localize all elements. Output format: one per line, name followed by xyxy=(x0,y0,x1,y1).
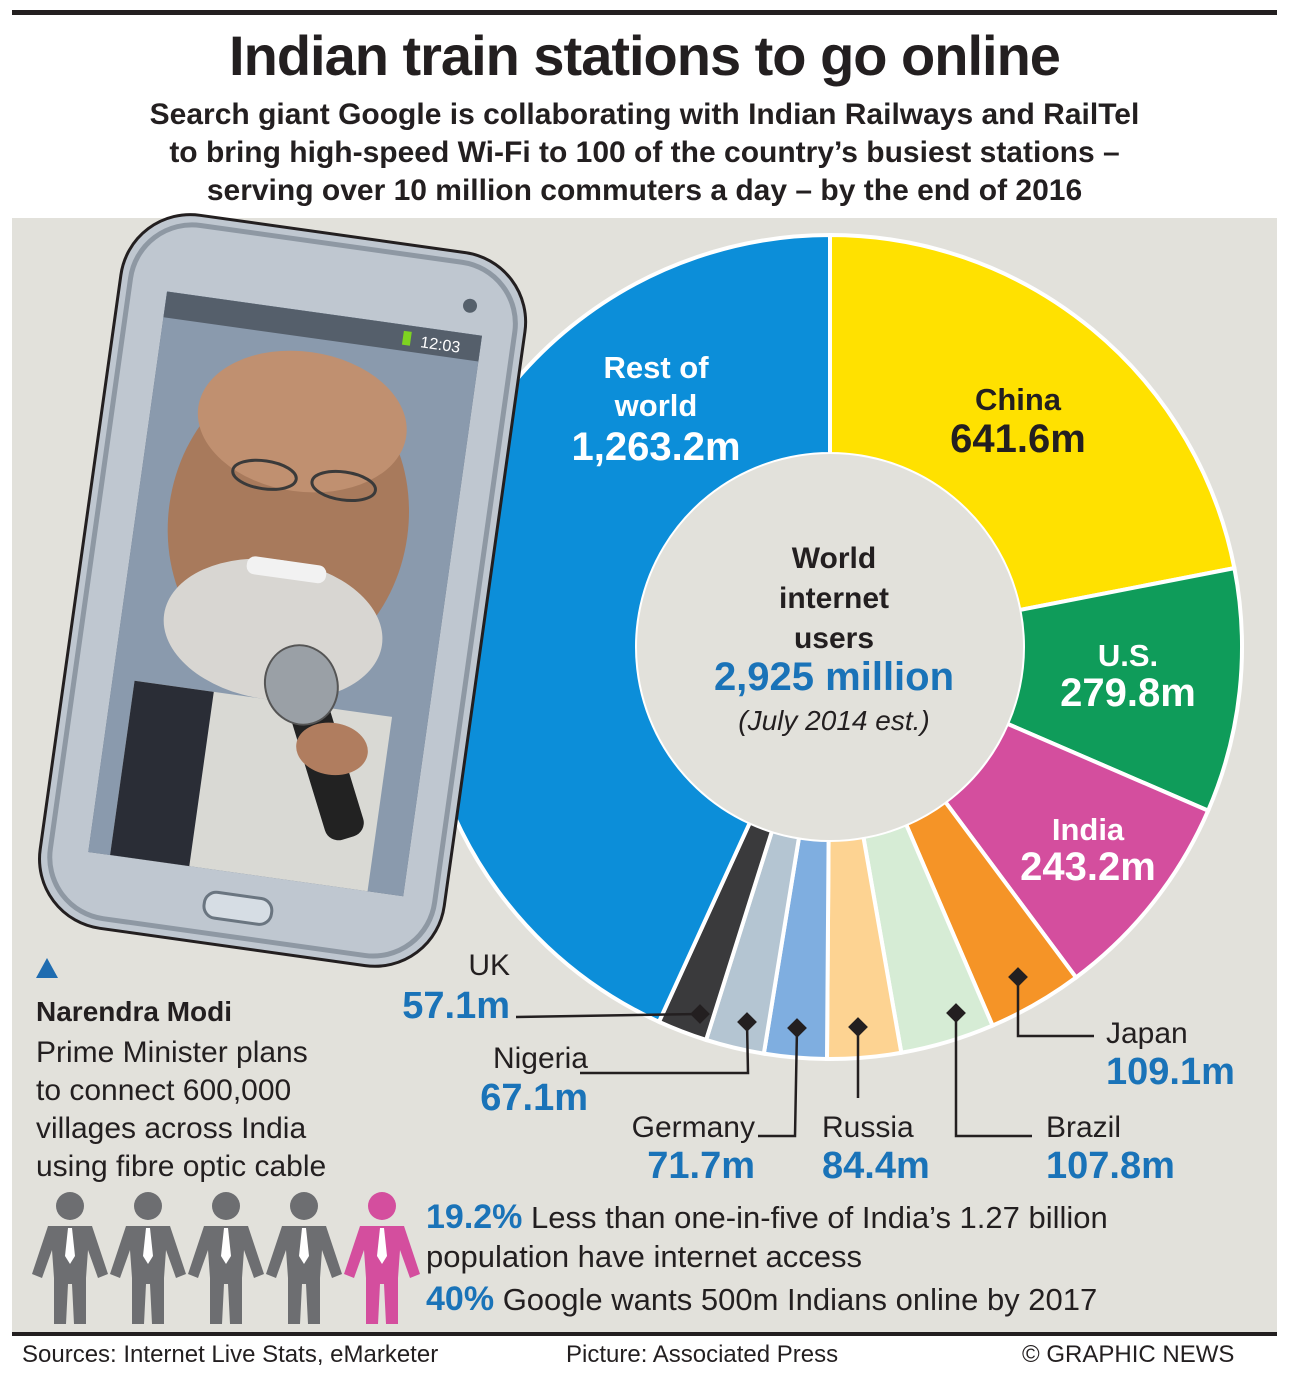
brazil-marker xyxy=(946,1003,966,1023)
person-icon xyxy=(266,1192,342,1324)
portrait-hand xyxy=(296,722,368,776)
leader-lines xyxy=(515,977,1094,1138)
stat-2: 40% Google wants 500m Indians online by … xyxy=(426,1280,1097,1319)
subtitle-line-3: serving over 10 million commuters a day … xyxy=(206,174,1083,207)
brazil-leader xyxy=(954,1013,1032,1138)
front-camera xyxy=(463,298,478,313)
home-button xyxy=(202,890,274,926)
external-labels: UK 57.1m Nigeria 67.1m Germany 71.7m Rus… xyxy=(402,949,1235,1187)
portrait-forehead xyxy=(197,350,407,493)
top-rule xyxy=(12,10,1277,15)
portrait-glasses-left xyxy=(231,458,298,491)
label-germany-value: 71.7m xyxy=(647,1145,755,1187)
person-icon xyxy=(110,1192,186,1324)
phone-clock: 12:03 xyxy=(419,334,461,356)
label-russia-value: 84.4m xyxy=(822,1145,930,1187)
germany-leader xyxy=(758,1027,799,1138)
label-germany-name: Germany xyxy=(632,1111,755,1144)
label-rest-value: 1,263.2m xyxy=(571,425,740,469)
stat-2-text: Google wants 500m Indians online by 2017 xyxy=(502,1282,1098,1317)
label-nigeria-value: 67.1m xyxy=(480,1077,588,1119)
label-rest-line-1: Rest of xyxy=(603,350,709,385)
stat-1-continued: population have internet access xyxy=(426,1239,863,1274)
battery-icon xyxy=(401,330,412,346)
portrait-mustache xyxy=(246,556,327,584)
germany-marker xyxy=(787,1018,807,1038)
center-labels: World internet users 2,925 million (July… xyxy=(714,542,954,736)
label-russia-name: Russia xyxy=(822,1111,914,1144)
label-japan-value: 109.1m xyxy=(1106,1051,1235,1093)
photo-caption-marker xyxy=(36,958,58,978)
label-nigeria-name: Nigeria xyxy=(493,1042,588,1075)
page-title: Indian train stations to go online xyxy=(229,24,1061,87)
center-note: (July 2014 est.) xyxy=(738,705,929,736)
japan-marker xyxy=(1008,967,1028,987)
label-india-value: 243.2m xyxy=(1020,845,1156,889)
caption-line-3: villages across India xyxy=(36,1112,307,1145)
donut-slices xyxy=(416,232,1244,1062)
portrait-glasses-right xyxy=(310,469,377,503)
uk-marker xyxy=(690,1004,710,1024)
subtitle: Search giant Google is collaborating wit… xyxy=(0,96,1289,210)
label-uk-name: UK xyxy=(468,949,510,982)
center-label-line-1: World xyxy=(792,542,876,575)
person-icon-highlighted xyxy=(344,1192,420,1324)
portrait-jacket xyxy=(110,680,214,867)
caption-line-2: to connect 600,000 xyxy=(36,1074,292,1107)
center-label-line-3: users xyxy=(794,622,874,655)
label-china-value: 641.6m xyxy=(950,417,1086,461)
label-brazil-value: 107.8m xyxy=(1046,1145,1175,1187)
label-india-name: India xyxy=(1052,812,1125,847)
footer-picture-credit: Picture: Associated Press xyxy=(566,1341,839,1368)
person-icon xyxy=(188,1192,264,1324)
stat-1-text: Less than one-in-five of India’s 1.27 bi… xyxy=(531,1200,1108,1235)
phone-bezel xyxy=(47,222,518,959)
stat-1-percent: 19.2% xyxy=(426,1198,523,1236)
people-pictogram xyxy=(32,1192,420,1324)
center-total: 2,925 million xyxy=(714,655,954,699)
uk-leader xyxy=(515,1012,701,1019)
label-us-value: 279.8m xyxy=(1060,671,1196,715)
label-rest-line-2: world xyxy=(614,388,698,423)
stat-2-percent: 40% xyxy=(426,1280,495,1318)
leader-diamonds xyxy=(690,967,1028,1038)
nigeria-marker xyxy=(737,1012,757,1032)
person-icon xyxy=(32,1192,108,1324)
subtitle-line-1: Search giant Google is collaborating wit… xyxy=(149,98,1140,131)
bottom-rule xyxy=(12,1332,1277,1336)
stat-1: 19.2% Less than one-in-five of India’s 1… xyxy=(426,1198,1108,1237)
smartphone-illustration: 12:03 xyxy=(38,213,528,968)
subtitle-line-2: to bring high-speed Wi-Fi to 100 of the … xyxy=(169,136,1120,169)
slice-labels: Rest of world 1,263.2m China 641.6m U.S.… xyxy=(571,350,1195,889)
caption-line-4: using fibre optic cable xyxy=(36,1150,327,1183)
caption-name: Narendra Modi xyxy=(36,996,233,1027)
label-us-name: U.S. xyxy=(1098,638,1158,673)
nigeria-leader xyxy=(580,1021,750,1075)
label-china-name: China xyxy=(975,382,1062,417)
footer-copyright: © GRAPHIC NEWS xyxy=(1022,1341,1235,1368)
footer-sources: Sources: Internet Live Stats, eMarketer xyxy=(22,1341,439,1368)
label-japan-name: Japan xyxy=(1106,1017,1188,1050)
caption-line-1: Prime Minister plans xyxy=(36,1036,308,1069)
center-label-line-2: internet xyxy=(779,582,889,615)
caption-description: Prime Minister plans to connect 600,000 … xyxy=(36,1034,396,1186)
japan-leader xyxy=(1016,977,1094,1038)
label-uk-value: 57.1m xyxy=(402,985,510,1027)
russia-marker xyxy=(848,1017,868,1037)
label-brazil-name: Brazil xyxy=(1046,1111,1121,1144)
donut-center xyxy=(637,454,1023,840)
